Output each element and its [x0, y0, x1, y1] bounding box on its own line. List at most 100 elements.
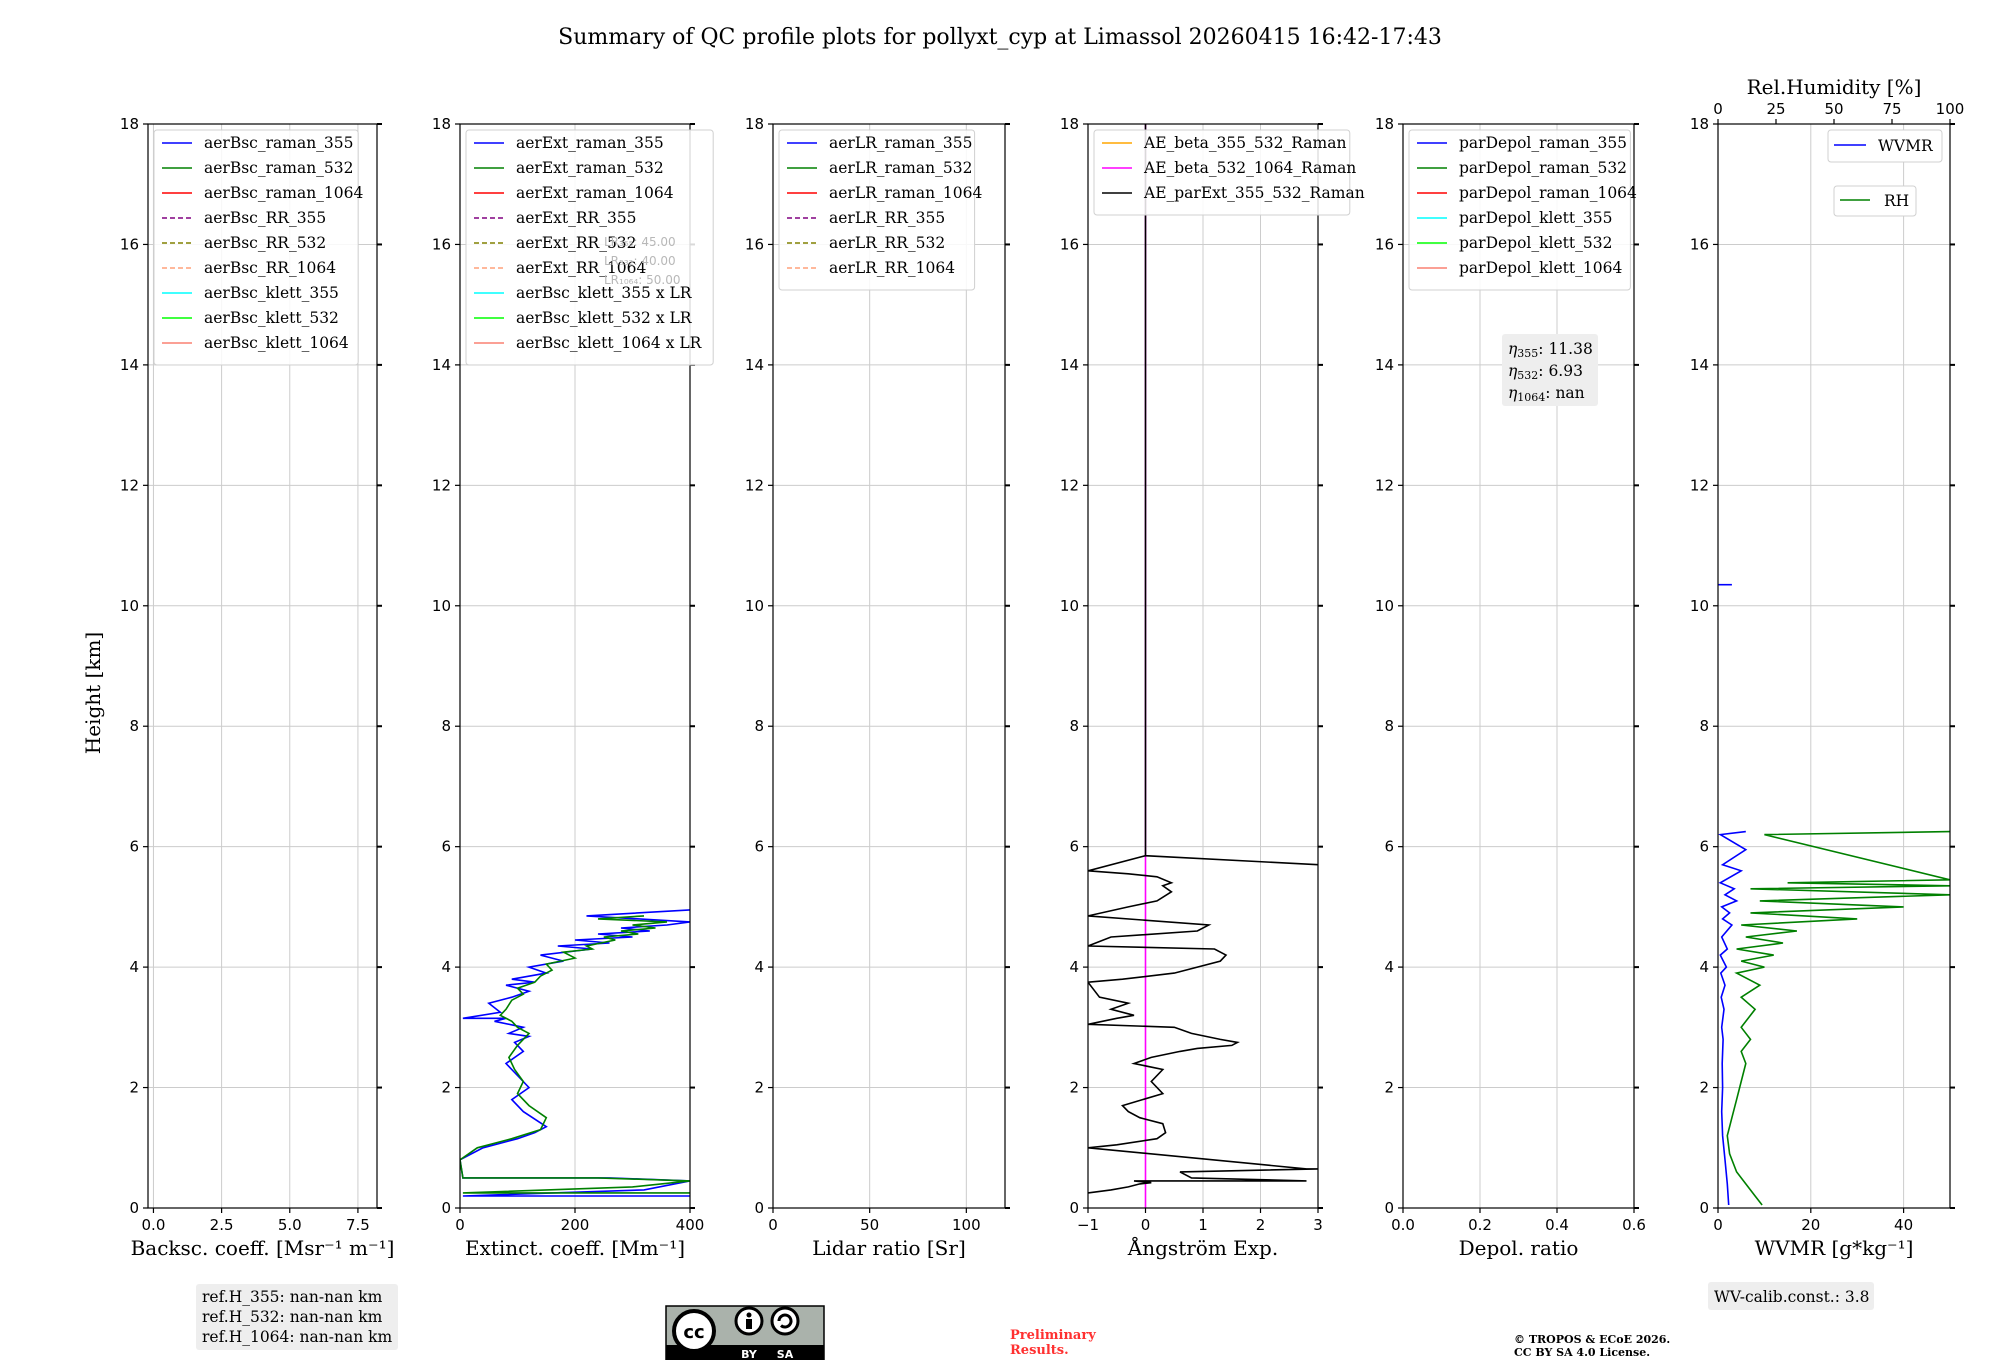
y-tick-label: 0 — [754, 1199, 764, 1217]
y-tick-label: 2 — [441, 1079, 451, 1097]
y-tick-label: 2 — [1699, 1079, 1709, 1097]
legend-label: aerExt_raman_1064 — [516, 184, 674, 202]
legend-label: AE_beta_355_532_Raman — [1143, 134, 1346, 152]
x-tick-label: 0 — [1141, 1216, 1151, 1234]
y-tick-label: 6 — [1069, 838, 1079, 856]
legend-wvmr-box — [1827, 129, 1943, 163]
y-tick-label: 6 — [1699, 838, 1709, 856]
top-x-tick-label: 25 — [1766, 100, 1785, 118]
legend-label: aerLR_raman_1064 — [829, 184, 982, 202]
axes-frame — [1402, 123, 1635, 1209]
x-tick-label: 0 — [1713, 1216, 1723, 1234]
copyright-line1: © TROPOS & ECoE 2026. — [1514, 1333, 1670, 1346]
y-tick-label: 16 — [1375, 235, 1394, 253]
x-tick-label: 20 — [1801, 1216, 1820, 1234]
legend-label: parDepol_raman_1064 — [1459, 184, 1637, 202]
x-tick-label: 1 — [1198, 1216, 1208, 1234]
x-tick-label: 7.5 — [346, 1216, 370, 1234]
legend-box — [465, 129, 714, 366]
y-tick-label: 14 — [1690, 356, 1709, 374]
y-tick-label: 8 — [1699, 717, 1709, 735]
y-tick-label: 18 — [1690, 115, 1709, 133]
x-tick-label: 200 — [561, 1216, 590, 1234]
x-tick-label: 5.0 — [278, 1216, 302, 1234]
x-axis-label: WVMR [g*kg⁻¹] — [1755, 1236, 1914, 1260]
x-tick-label: 50 — [860, 1216, 879, 1234]
legend-label: aerExt_RR_532 — [516, 234, 637, 252]
legend-label: aerBsc_klett_355 x LR — [516, 284, 693, 302]
figure-title: Summary of QC profile plots for pollyxt_… — [558, 25, 1442, 50]
legend-label: aerExt_raman_355 — [516, 134, 664, 152]
axes-frame — [1717, 123, 1951, 1209]
legend-label: parDepol_klett_1064 — [1459, 259, 1622, 277]
y-tick-label: 4 — [1069, 958, 1079, 976]
top-x-tick-label: 50 — [1824, 100, 1843, 118]
y-tick-label: 6 — [754, 838, 764, 856]
y-tick-label: 14 — [1060, 356, 1079, 374]
legend-label: aerExt_RR_1064 — [516, 259, 647, 277]
y-tick-label: 4 — [441, 958, 451, 976]
legend-label: aerExt_raman_532 — [516, 159, 664, 177]
eta-value-532: η532: 6.93 — [1508, 362, 1583, 382]
y-tick-label: 10 — [1690, 597, 1709, 615]
legend-label: aerBsc_RR_532 — [204, 234, 326, 252]
cc-text: cc — [683, 1322, 704, 1343]
x-tick-label: 40 — [1894, 1216, 1913, 1234]
x-tick-label: 400 — [676, 1216, 705, 1234]
series-aerExt_raman_532 — [460, 915, 690, 1194]
y-tick-label: 6 — [1384, 838, 1394, 856]
y-tick-label: 10 — [1375, 597, 1394, 615]
x-axis-label: Ångström Exp. — [1127, 1235, 1278, 1260]
legend-label: parDepol_klett_532 — [1459, 234, 1612, 252]
y-tick-label: 12 — [1375, 476, 1394, 494]
legend: aerLR_raman_355 aerLR_raman_532 aerLR_rama… — [778, 129, 982, 291]
top-x-tick-label: 75 — [1882, 100, 1901, 118]
legend: aerExt_raman_355 aerExt_raman_532 aerExt_r… — [465, 129, 714, 366]
y-tick-label: 2 — [1069, 1079, 1079, 1097]
sa-icon — [770, 1306, 800, 1336]
series-AE_parExt_355_532_Raman — [1088, 124, 1318, 1194]
y-tick-label: 2 — [1384, 1079, 1394, 1097]
y-tick-label: 18 — [1375, 115, 1394, 133]
legend-label: parDepol_klett_355 — [1459, 209, 1612, 227]
y-tick-label: 12 — [1060, 476, 1079, 494]
y-tick-label: 2 — [129, 1079, 139, 1097]
axes-frame — [147, 123, 378, 1209]
x-tick-label: 0 — [455, 1216, 465, 1234]
y-tick-label: 16 — [745, 235, 764, 253]
y-tick-label: 16 — [1690, 235, 1709, 253]
by-text: BY — [741, 1348, 758, 1360]
y-tick-label: 6 — [441, 838, 451, 856]
legend-wvmr-label: WVMR — [1878, 137, 1934, 155]
legend-rh: RH — [1833, 185, 1917, 217]
legend-label: aerBsc_klett_532 x LR — [516, 309, 693, 327]
x-tick-label: 2 — [1256, 1216, 1266, 1234]
lr-annotation: LR₅₃₂: 40.00 — [604, 254, 676, 268]
sa-text: SA — [777, 1348, 794, 1360]
legend: AE_beta_355_532_Raman AE_beta_532_1064_Ra… — [1093, 129, 1365, 216]
y-tick-label: 0 — [1069, 1199, 1079, 1217]
y-tick-label: 4 — [754, 958, 764, 976]
legend-label: aerLR_RR_532 — [829, 234, 945, 252]
legend-label: aerExt_RR_355 — [516, 209, 637, 227]
legend-label: parDepol_raman_532 — [1459, 159, 1627, 177]
eta-box-bg — [1502, 334, 1598, 406]
top-x-tick-label: 100 — [1936, 100, 1965, 118]
y-tick-label: 6 — [129, 838, 139, 856]
legend-rh-box — [1833, 185, 1917, 217]
y-tick-label: 8 — [129, 717, 139, 735]
y-tick-label: 0 — [129, 1199, 139, 1217]
y-tick-label: 8 — [1069, 717, 1079, 735]
y-tick-label: 14 — [1375, 356, 1394, 374]
ref-height-box: ref.H_355: nan-nan km ref.H_532: nan-nan… — [196, 1284, 398, 1350]
legend-label: aerLR_RR_1064 — [829, 259, 955, 277]
panel-extinction: 0 2 4 6 8 10 12 14 16 18 0 200 400 Extinct. coeff. [M… — [432, 115, 714, 1260]
y-tick-label: 18 — [120, 115, 139, 133]
x-tick-label: 100 — [952, 1216, 981, 1234]
y-tick-label: 4 — [1384, 958, 1394, 976]
y-tick-label: 12 — [745, 476, 764, 494]
